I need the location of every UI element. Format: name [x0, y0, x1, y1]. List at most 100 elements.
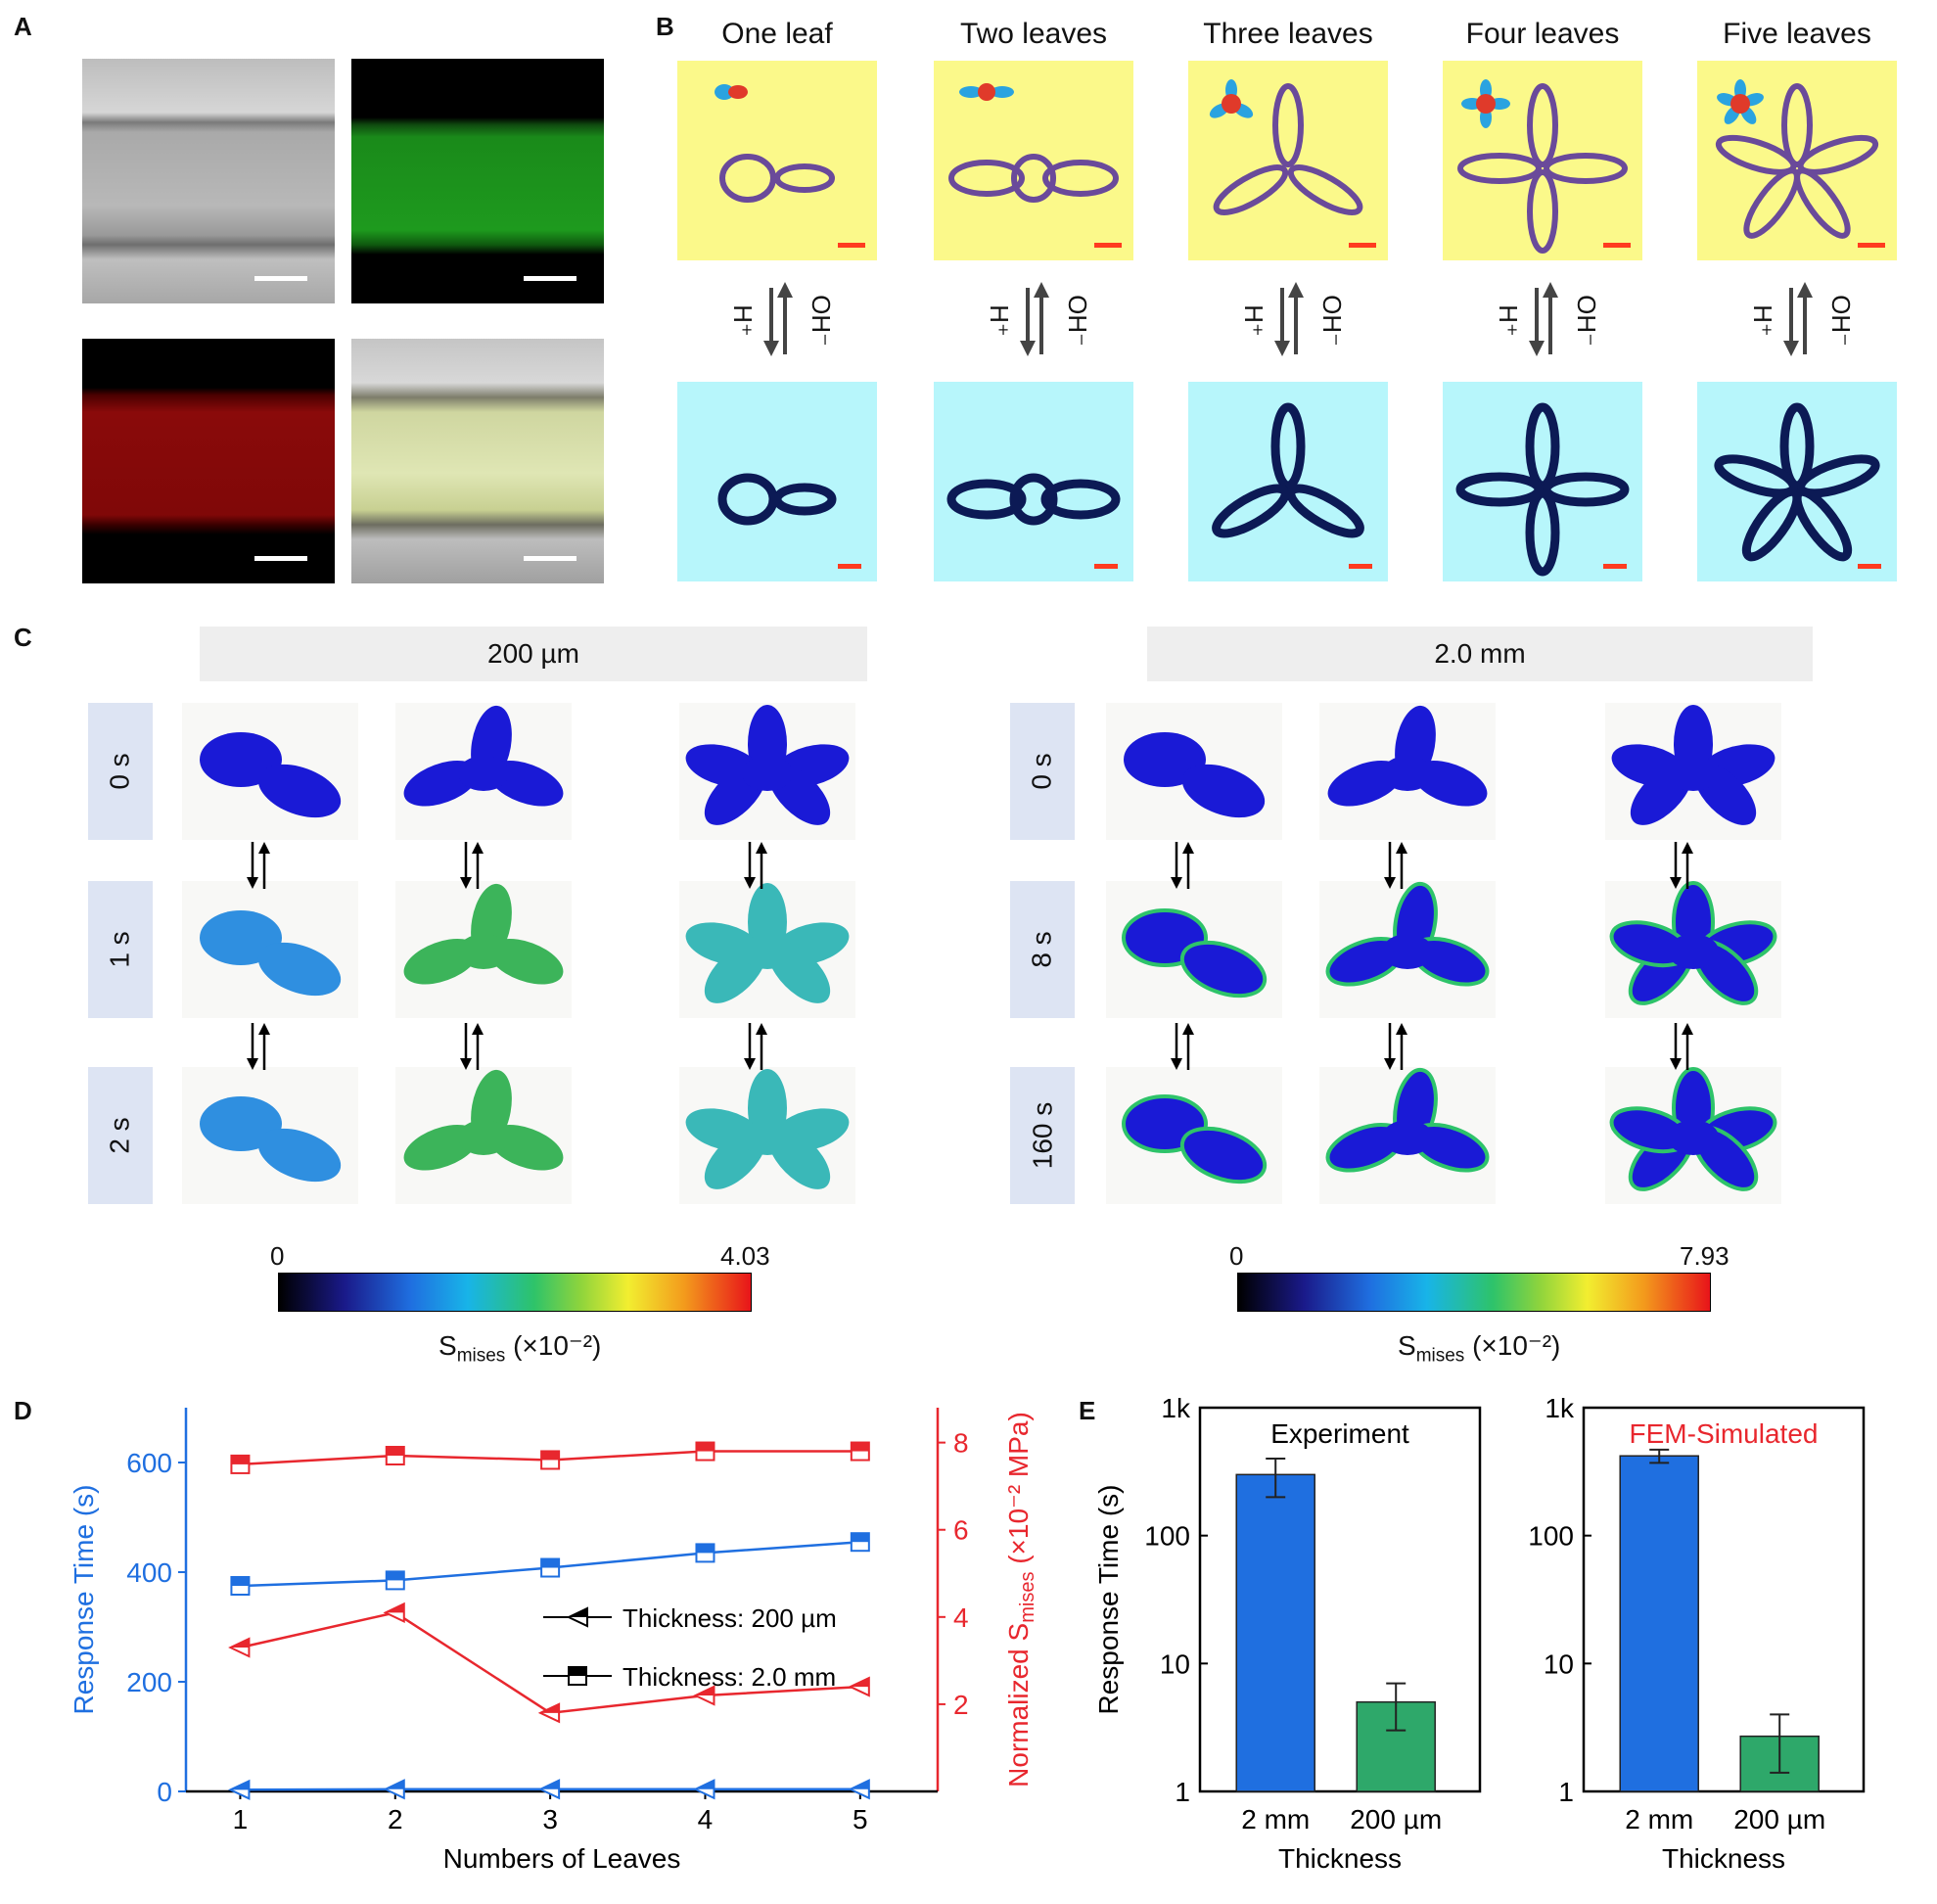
- y-tick-label: 1: [1558, 1777, 1574, 1807]
- leaf-outline-acid: [1209, 79, 1363, 215]
- leaf-shape: [1286, 484, 1364, 538]
- arrow-up-head: [258, 842, 270, 854]
- acid-state-image: [1188, 61, 1388, 260]
- fem-model: [182, 703, 358, 840]
- cbar-left-min: 0: [270, 1241, 285, 1271]
- leaf-title: Four leaves: [1465, 18, 1620, 50]
- micrograph-brightfield: [82, 59, 335, 303]
- fem-model: [1319, 881, 1496, 1018]
- leaf-shape: [774, 163, 835, 193]
- arrow-down-head: [460, 1058, 472, 1070]
- data-point-fill: [385, 1780, 404, 1789]
- data-point-fill: [386, 1447, 404, 1456]
- leaf-shape: [1213, 164, 1289, 215]
- reversible-arrow-pair: [1171, 1023, 1194, 1070]
- arrow-up-head: [1682, 1023, 1693, 1035]
- data-point-fill: [696, 1544, 715, 1554]
- arrow-down-head: [1783, 341, 1799, 356]
- leaf-shape: [1011, 154, 1056, 203]
- leaf-icon-center: [978, 83, 995, 101]
- leaf-icon-center: [1730, 94, 1750, 114]
- y-left-tick-label: 200: [126, 1667, 172, 1697]
- data-point-fill: [385, 1603, 404, 1613]
- panel-label-b: B: [656, 12, 674, 41]
- arrow-up-head: [1682, 842, 1693, 854]
- fem-center: [458, 756, 509, 791]
- leaf-shape: [1715, 134, 1797, 175]
- time-label: 8 s: [1010, 881, 1075, 1018]
- time-label: 2 s: [88, 1067, 153, 1204]
- y-left-axis-label: Response Time (s): [69, 1485, 99, 1715]
- data-point-fill: [540, 1780, 560, 1789]
- acid-state-image: [677, 61, 877, 260]
- x-tick-label: 3: [542, 1804, 558, 1834]
- reversible-arrow-pair: [460, 1023, 484, 1070]
- fem-model: [1319, 703, 1496, 840]
- leaf-shape: [1527, 169, 1558, 254]
- scale-bar: [524, 276, 576, 281]
- arrow-down-head: [1020, 341, 1036, 356]
- leaf-shape: [1797, 134, 1879, 175]
- arrow-up-head: [258, 1023, 270, 1035]
- leaf-outline-base: [1455, 402, 1630, 577]
- leaf-title: Three leaves: [1203, 18, 1373, 50]
- y-tick-label: 1: [1175, 1777, 1190, 1807]
- leaf-shape: [717, 473, 778, 526]
- y-axis-label: Response Time (s): [1093, 1485, 1124, 1715]
- arrow-down-head: [1529, 341, 1545, 356]
- x-tick-label: 200 µm: [1733, 1804, 1825, 1834]
- fem-center: [1668, 934, 1719, 969]
- plot-frame: [1582, 1406, 1866, 1793]
- leaf-outline-acid: [1457, 79, 1628, 254]
- leaf-shape: [946, 479, 1027, 520]
- y-tick-label: 10: [1544, 1649, 1574, 1679]
- leaf-shape: [1009, 473, 1058, 526]
- y-right-axis-label: Normalized Smises (×10⁻² MPa): [1003, 1412, 1038, 1788]
- leaf-icon-center: [1476, 94, 1496, 114]
- leaf-outline-base: [946, 473, 1121, 526]
- x-axis-label: Thickness: [1278, 1843, 1402, 1874]
- arrow-up-head: [1396, 1023, 1407, 1035]
- time-label: 160 s: [1010, 1067, 1075, 1204]
- cbar-right-max: 7.93: [1680, 1241, 1729, 1271]
- fem-center: [742, 756, 793, 791]
- y-right-tick-label: 6: [953, 1515, 969, 1546]
- fem-model: [1106, 703, 1282, 840]
- leaf-icon: [1717, 79, 1764, 124]
- leaf-shape: [1212, 484, 1290, 538]
- banner-2mm: 2.0 mm: [1147, 627, 1813, 681]
- arrow-down-head: [763, 341, 779, 356]
- colorbar-left: [278, 1273, 752, 1312]
- chart-thickness-bars: 1 10 100 1k Experiment 2 mm 200 µm Thickness Res…: [1093, 1393, 1866, 1874]
- y-left-tick-label: 0: [157, 1777, 172, 1807]
- legend-marker-fill: [569, 1667, 586, 1676]
- leaf-shape: [1525, 488, 1560, 577]
- leaf-icon-center: [1222, 94, 1241, 114]
- arrow-down-head: [247, 877, 258, 889]
- data-point-fill: [231, 1455, 250, 1464]
- data-point-fill: [541, 1451, 560, 1461]
- bar: [1235, 1473, 1315, 1792]
- reversible-arrows: [1529, 282, 1558, 356]
- leaf-shape: [772, 483, 837, 516]
- x-tick-label: 2 mm: [1625, 1804, 1693, 1834]
- leaf-icon: [959, 83, 1014, 101]
- leaf-outline-base: [1212, 402, 1364, 538]
- x-tick-label: 1: [233, 1804, 249, 1834]
- scale-bar: [1858, 564, 1881, 569]
- arrow-down-head: [1274, 341, 1290, 356]
- acid-state-image: [1697, 61, 1897, 260]
- scale-bar: [1349, 243, 1376, 248]
- arrow-up-head: [472, 842, 484, 854]
- leaf-title: Five leaves: [1723, 18, 1871, 50]
- x-tick-label: 2: [388, 1804, 403, 1834]
- fem-center: [1382, 934, 1433, 969]
- hydroxide-label: OH⁻: [806, 295, 836, 347]
- fem-model: [395, 881, 572, 1018]
- arrow-up-head: [777, 282, 793, 298]
- banner-200um: 200 µm: [200, 627, 867, 681]
- fem-center: [742, 1120, 793, 1155]
- scale-bar: [1603, 564, 1627, 569]
- fem-model: [1605, 881, 1781, 1018]
- y-left-tick-label: 600: [126, 1448, 172, 1478]
